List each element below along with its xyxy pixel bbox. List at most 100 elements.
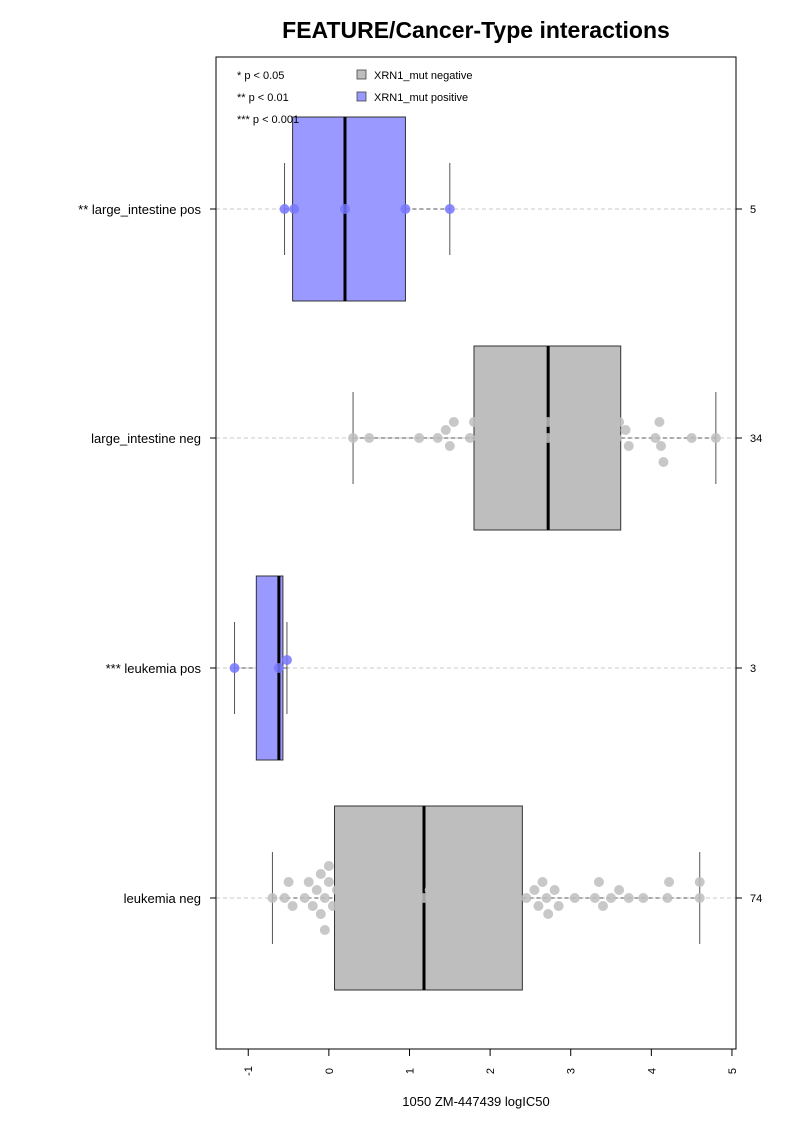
x-tick-label: 1	[404, 1068, 416, 1074]
data-point	[485, 893, 496, 903]
data-point	[505, 433, 516, 443]
x-axis-label: 1050 ZM-447439 logIC50	[402, 1094, 549, 1109]
data-point	[537, 877, 548, 887]
data-point	[396, 885, 407, 895]
data-point	[444, 204, 455, 214]
chart-title: FEATURE/Cancer-Type interactions	[282, 17, 670, 43]
group-count: 5	[750, 204, 756, 216]
legend-label-negative: XRN1_mut negative	[374, 70, 472, 82]
legend-significance-1: * p < 0.05	[237, 70, 284, 82]
data-point	[515, 433, 526, 443]
data-point	[303, 877, 314, 887]
data-point	[589, 893, 600, 903]
data-point	[323, 861, 334, 871]
data-point	[497, 901, 508, 911]
data-point	[323, 877, 334, 887]
data-point	[533, 901, 544, 911]
group-count: 3	[750, 663, 756, 675]
data-point	[440, 425, 451, 435]
data-point	[408, 877, 419, 887]
data-point	[565, 417, 576, 427]
data-point	[360, 893, 371, 903]
legend-significance-2: ** p < 0.01	[237, 92, 289, 104]
group-label: ** large_intestine pos	[78, 202, 201, 217]
data-point	[412, 901, 423, 911]
data-point	[491, 441, 502, 451]
data-point	[404, 893, 415, 903]
data-point	[561, 433, 572, 443]
data-point	[273, 663, 284, 673]
group-1: ** large_intestine pos 5	[78, 116, 756, 302]
data-point	[319, 925, 330, 935]
x-tick-label: 4	[646, 1068, 658, 1074]
data-point	[443, 869, 454, 879]
data-point	[694, 893, 705, 903]
data-point	[654, 417, 665, 427]
group-3: *** leukemia pos 3	[106, 575, 756, 761]
data-point	[521, 425, 532, 435]
data-point	[348, 433, 359, 443]
data-point	[686, 433, 697, 443]
data-point	[464, 433, 475, 443]
legend: * p < 0.05 ** p < 0.01 *** p < 0.001 XRN…	[237, 69, 472, 126]
group-count: 74	[750, 893, 762, 905]
data-point	[344, 877, 355, 887]
data-point	[331, 885, 342, 895]
legend-swatch-negative	[356, 69, 367, 80]
data-point	[352, 885, 363, 895]
data-point	[400, 204, 411, 214]
group-label: large_intestine neg	[91, 431, 201, 446]
data-point	[543, 909, 554, 919]
data-point	[279, 893, 290, 903]
data-point	[569, 893, 580, 903]
group-label: leukemia neg	[124, 891, 201, 906]
data-point	[364, 861, 375, 871]
legend-swatch-positive	[356, 91, 367, 102]
data-point	[585, 417, 596, 427]
data-point	[446, 893, 457, 903]
data-point	[444, 441, 455, 451]
data-point	[606, 893, 617, 903]
plot-frame	[215, 56, 737, 1050]
data-point	[335, 909, 346, 919]
data-point	[327, 901, 338, 911]
data-point	[432, 433, 443, 443]
data-point	[611, 433, 622, 443]
data-point	[456, 893, 467, 903]
x-tick-label: 0	[324, 1068, 336, 1074]
data-point	[339, 204, 350, 214]
x-tick-label: 3	[566, 1068, 578, 1074]
data-point	[478, 885, 489, 895]
data-point	[368, 885, 379, 895]
data-point	[694, 877, 705, 887]
data-point	[372, 901, 383, 911]
x-axis: -1 0 1 2 3 4 5	[243, 1049, 739, 1076]
group-2: large_intestine neg 34	[91, 345, 762, 531]
group-label: *** leukemia pos	[106, 661, 202, 676]
data-point	[339, 893, 350, 903]
data-point	[543, 417, 554, 427]
data-point	[299, 893, 310, 903]
data-point	[283, 877, 294, 887]
data-point	[362, 877, 373, 887]
data-point	[656, 441, 667, 451]
legend-label-positive: XRN1_mut positive	[374, 92, 468, 104]
data-point	[541, 893, 552, 903]
data-point	[311, 885, 322, 895]
data-point	[468, 417, 479, 427]
data-point	[623, 893, 634, 903]
data-point	[289, 204, 300, 214]
data-point	[389, 877, 400, 887]
data-point	[315, 869, 326, 879]
data-point	[494, 417, 505, 427]
data-point	[593, 877, 604, 887]
data-point	[287, 901, 298, 911]
group-count: 34	[750, 433, 762, 445]
data-point	[267, 893, 278, 903]
data-point	[348, 901, 359, 911]
data-point	[483, 433, 494, 443]
data-point	[509, 909, 520, 919]
data-point	[440, 885, 451, 895]
data-point	[493, 885, 504, 895]
data-point	[521, 893, 532, 903]
